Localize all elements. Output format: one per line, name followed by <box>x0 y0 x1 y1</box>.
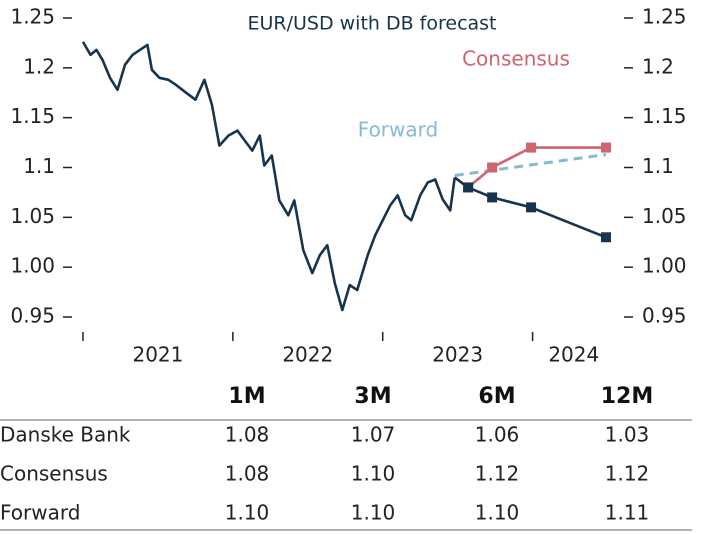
y2-tick-label: 0.95 <box>642 304 687 328</box>
table-cell: 1.07 <box>351 423 396 447</box>
table-cell: 1.08 <box>225 423 270 447</box>
y-tick-label: 1.05 <box>10 204 55 228</box>
table-header: 6M <box>478 384 515 409</box>
table-cell: 1.06 <box>475 423 520 447</box>
y2-tick-label: 1.25 <box>642 5 687 29</box>
y-tick-label: 1.00 <box>10 254 55 278</box>
y-tick-label: 0.95 <box>10 304 55 328</box>
row-label: Forward <box>0 501 80 525</box>
x-tick-label: 2021 <box>132 343 183 367</box>
table-cell: 1.12 <box>605 462 650 486</box>
table-cell: 1.10 <box>351 462 396 486</box>
y2-tick-label: 1.2 <box>642 54 674 78</box>
table-cell: 1.03 <box>605 423 650 447</box>
y-tick-label: 1.2 <box>23 54 55 78</box>
table-cell: 1.08 <box>225 462 270 486</box>
y-tick-label: 1.15 <box>10 104 55 128</box>
y2-tick-label: 1.15 <box>642 104 687 128</box>
table-cell: 1.10 <box>475 501 520 525</box>
table-header: 1M <box>228 384 265 409</box>
y2-tick-label: 1.1 <box>642 154 674 178</box>
table-header: 12M <box>601 384 654 409</box>
y2-tick-label: 1.00 <box>642 254 687 278</box>
table-cell: 1.10 <box>225 501 270 525</box>
y-tick-label: 1.25 <box>10 5 55 29</box>
marker <box>463 182 474 193</box>
table-cell: 1.10 <box>351 501 396 525</box>
marker <box>601 232 612 243</box>
row-label: Consensus <box>0 462 108 486</box>
marker <box>526 142 537 153</box>
table-cell: 1.12 <box>475 462 520 486</box>
series-label: Consensus <box>462 47 570 71</box>
table-header: 3M <box>354 384 391 409</box>
x-tick-label: 2024 <box>548 343 599 367</box>
series-label: Forward <box>358 118 438 142</box>
table-cell: 1.11 <box>605 501 650 525</box>
series-line <box>453 146 606 189</box>
marker <box>487 162 498 173</box>
row-label: Danske Bank <box>0 423 131 447</box>
x-tick-label: 2023 <box>432 343 483 367</box>
y-tick-label: 1.1 <box>23 154 55 178</box>
marker <box>487 192 498 203</box>
marker <box>526 202 537 213</box>
series-line <box>81 41 456 312</box>
x-tick-label: 2022 <box>282 343 333 367</box>
y2-tick-label: 1.05 <box>642 204 687 228</box>
series-line <box>454 153 607 177</box>
chart-title: EUR/USD with DB forecast <box>247 13 496 35</box>
marker <box>601 142 612 153</box>
